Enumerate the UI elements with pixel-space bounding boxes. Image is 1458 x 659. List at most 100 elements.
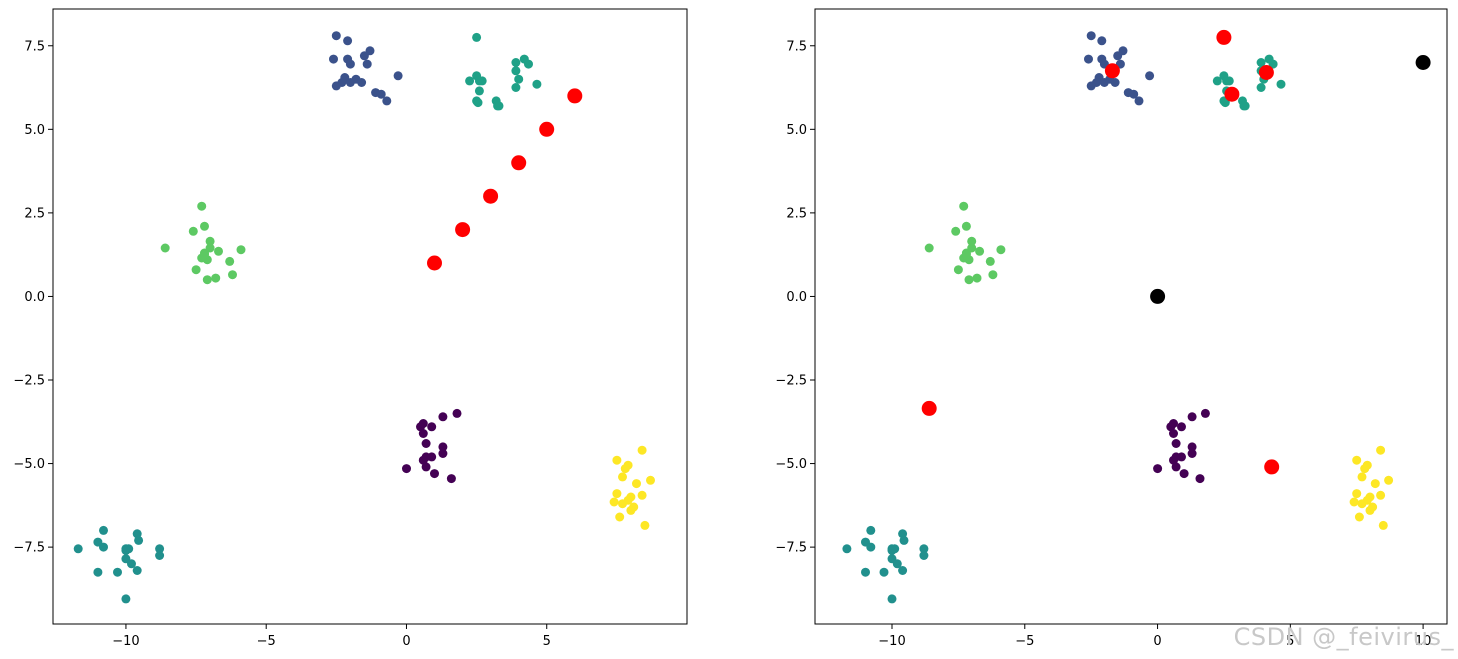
data-point-s5-16 bbox=[640, 520, 650, 530]
data-point-s0-8 bbox=[1187, 449, 1197, 458]
data-point-s0-7 bbox=[438, 442, 448, 452]
data-point-s1-16 bbox=[1134, 96, 1144, 106]
data-point-s1-15 bbox=[376, 89, 386, 99]
data-point-s5-1 bbox=[637, 445, 647, 455]
data-point-s2-13 bbox=[93, 567, 103, 577]
data-point-s3-2 bbox=[951, 226, 961, 236]
data-point-s6-0 bbox=[1104, 63, 1120, 79]
data-point-s0-13 bbox=[1195, 474, 1205, 484]
x-tick-label: −5 bbox=[1015, 634, 1034, 649]
data-point-s1-1 bbox=[343, 36, 353, 46]
data-point-s0-3 bbox=[1187, 412, 1197, 422]
data-point-s6-3 bbox=[1258, 65, 1274, 80]
data-point-s2-3 bbox=[99, 542, 108, 552]
data-point-s4-7 bbox=[1212, 76, 1222, 86]
data-point-s3-14 bbox=[964, 275, 974, 285]
data-point-s5-15 bbox=[615, 512, 625, 522]
data-point-s6-2 bbox=[483, 188, 499, 204]
data-point-s3-11 bbox=[985, 256, 995, 266]
y-tick-label: 5.0 bbox=[24, 123, 45, 138]
data-point-s0-12 bbox=[430, 469, 439, 479]
data-point-s3-7 bbox=[996, 245, 1006, 255]
y-tick-label: 2.5 bbox=[786, 206, 807, 221]
x-tick-label: 0 bbox=[1153, 634, 1161, 649]
data-point-s5-4 bbox=[1357, 472, 1367, 482]
data-point-s5-0 bbox=[1352, 455, 1362, 465]
x-tick-label: −10 bbox=[112, 634, 139, 649]
data-point-s5-16 bbox=[1378, 520, 1388, 530]
data-point-s2-15 bbox=[121, 594, 131, 604]
data-point-s3-13 bbox=[228, 270, 237, 280]
data-point-s5-6 bbox=[632, 479, 641, 489]
data-point-s0-15 bbox=[1171, 452, 1181, 462]
data-point-s3-16 bbox=[961, 250, 971, 260]
data-point-s1-11 bbox=[1099, 78, 1109, 87]
x-tick-label: 5 bbox=[543, 634, 551, 649]
y-tick-label: 7.5 bbox=[24, 39, 45, 54]
data-point-s3-16 bbox=[200, 250, 209, 260]
y-tick-label: −5.0 bbox=[775, 457, 807, 472]
data-point-s5-0 bbox=[612, 455, 622, 465]
data-point-s0-2 bbox=[427, 422, 437, 432]
data-point-s2-14 bbox=[879, 567, 889, 577]
data-point-s2-16 bbox=[887, 546, 897, 555]
data-point-s5-6 bbox=[1370, 479, 1380, 489]
data-point-s5-5 bbox=[1384, 475, 1394, 485]
y-tick-label: −2.5 bbox=[775, 374, 807, 389]
data-point-s5-1 bbox=[1376, 445, 1386, 455]
data-point-s3-15 bbox=[211, 273, 221, 283]
data-point-s3-0 bbox=[959, 201, 969, 211]
data-point-s1-0 bbox=[1086, 31, 1096, 41]
data-point-s1-1 bbox=[1097, 36, 1107, 46]
data-point-s3-12 bbox=[191, 265, 201, 275]
data-point-s2-11 bbox=[892, 559, 902, 569]
data-point-s0-3 bbox=[438, 412, 448, 422]
data-point-s4-3 bbox=[524, 59, 533, 69]
data-point-s0-4 bbox=[1200, 408, 1210, 418]
data-point-s2-12 bbox=[132, 566, 142, 575]
data-point-s2-0 bbox=[73, 544, 83, 554]
data-point-s3-3 bbox=[967, 236, 977, 246]
data-point-s7-0 bbox=[1150, 288, 1166, 304]
data-point-s5-12 bbox=[618, 499, 627, 509]
watermark-text: CSDN @_feivirus_ bbox=[1233, 623, 1454, 651]
data-point-s0-2 bbox=[1177, 422, 1186, 432]
data-point-s4-17 bbox=[1222, 76, 1232, 86]
data-point-s0-15 bbox=[421, 452, 431, 462]
data-point-s4-3 bbox=[1268, 59, 1278, 69]
data-point-s4-14 bbox=[473, 98, 483, 108]
y-tick-label: 2.5 bbox=[24, 206, 45, 221]
data-point-s2-7 bbox=[134, 535, 144, 545]
data-point-s3-15 bbox=[972, 273, 982, 283]
data-point-s0-1 bbox=[418, 419, 428, 428]
data-point-s2-12 bbox=[898, 566, 908, 575]
data-point-s2-16 bbox=[121, 546, 131, 555]
y-tick-label: −2.5 bbox=[13, 374, 45, 389]
data-point-s4-9 bbox=[1276, 79, 1286, 89]
data-point-s4-8 bbox=[514, 74, 524, 84]
data-point-s2-0 bbox=[842, 544, 852, 554]
data-point-s1-5 bbox=[1084, 54, 1093, 64]
data-point-s1-6 bbox=[345, 59, 355, 69]
data-point-s4-10 bbox=[1256, 83, 1266, 92]
data-point-s5-14 bbox=[626, 505, 636, 515]
data-point-s3-6 bbox=[975, 246, 985, 256]
data-point-s5-10 bbox=[609, 497, 619, 507]
data-point-s3-13 bbox=[988, 270, 998, 280]
data-point-s6-2 bbox=[1224, 86, 1240, 102]
data-point-s2-9 bbox=[919, 551, 929, 560]
data-point-s4-10 bbox=[511, 83, 521, 92]
data-point-s6-3 bbox=[511, 155, 527, 171]
data-point-s5-5 bbox=[646, 475, 655, 485]
data-point-s0-11 bbox=[1171, 462, 1181, 472]
y-tick-label: 0.0 bbox=[786, 290, 807, 305]
data-point-s6-0 bbox=[427, 255, 442, 271]
data-point-s3-7 bbox=[236, 245, 246, 255]
data-point-s6-4 bbox=[539, 121, 555, 137]
data-point-s4-9 bbox=[532, 79, 542, 89]
data-point-s5-14 bbox=[1365, 505, 1375, 515]
data-point-s2-8 bbox=[919, 544, 929, 554]
data-point-s0-6 bbox=[421, 439, 431, 448]
axes-frame-2 bbox=[814, 8, 1448, 625]
scatter-panel-1: −10 −5 0 5 −7.5 −5.0 −2.5 0.0 2.5 5.0 7.5 bbox=[13, 8, 688, 649]
